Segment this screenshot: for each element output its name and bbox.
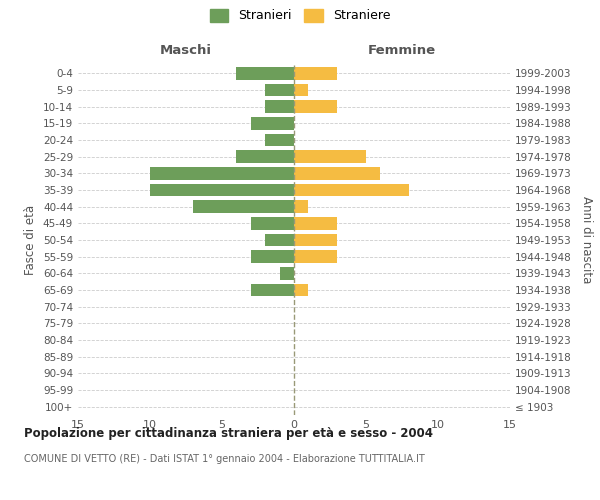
Bar xyxy=(265,84,294,96)
Bar xyxy=(294,234,337,246)
Text: COMUNE DI VETTO (RE) - Dati ISTAT 1° gennaio 2004 - Elaborazione TUTTITALIA.IT: COMUNE DI VETTO (RE) - Dati ISTAT 1° gen… xyxy=(24,454,425,464)
Legend: Stranieri, Straniere: Stranieri, Straniere xyxy=(207,6,393,25)
Bar xyxy=(294,150,366,163)
Bar xyxy=(265,134,294,146)
Bar xyxy=(251,117,294,130)
Bar xyxy=(294,250,337,263)
Bar xyxy=(294,167,380,179)
Bar xyxy=(236,150,294,163)
Text: Maschi: Maschi xyxy=(160,44,212,58)
Y-axis label: Anni di nascita: Anni di nascita xyxy=(580,196,593,284)
Text: Femmine: Femmine xyxy=(368,44,436,58)
Bar xyxy=(265,234,294,246)
Bar xyxy=(251,217,294,230)
Bar xyxy=(236,67,294,80)
Bar xyxy=(251,250,294,263)
Bar xyxy=(193,200,294,213)
Bar xyxy=(294,184,409,196)
Bar xyxy=(150,167,294,179)
Bar xyxy=(150,184,294,196)
Bar xyxy=(294,100,337,113)
Bar xyxy=(294,284,308,296)
Bar xyxy=(251,284,294,296)
Bar xyxy=(280,267,294,280)
Bar xyxy=(294,200,308,213)
Bar xyxy=(294,67,337,80)
Bar xyxy=(265,100,294,113)
Y-axis label: Fasce di età: Fasce di età xyxy=(25,205,37,275)
Bar xyxy=(294,84,308,96)
Bar xyxy=(294,217,337,230)
Text: Popolazione per cittadinanza straniera per età e sesso - 2004: Popolazione per cittadinanza straniera p… xyxy=(24,428,433,440)
